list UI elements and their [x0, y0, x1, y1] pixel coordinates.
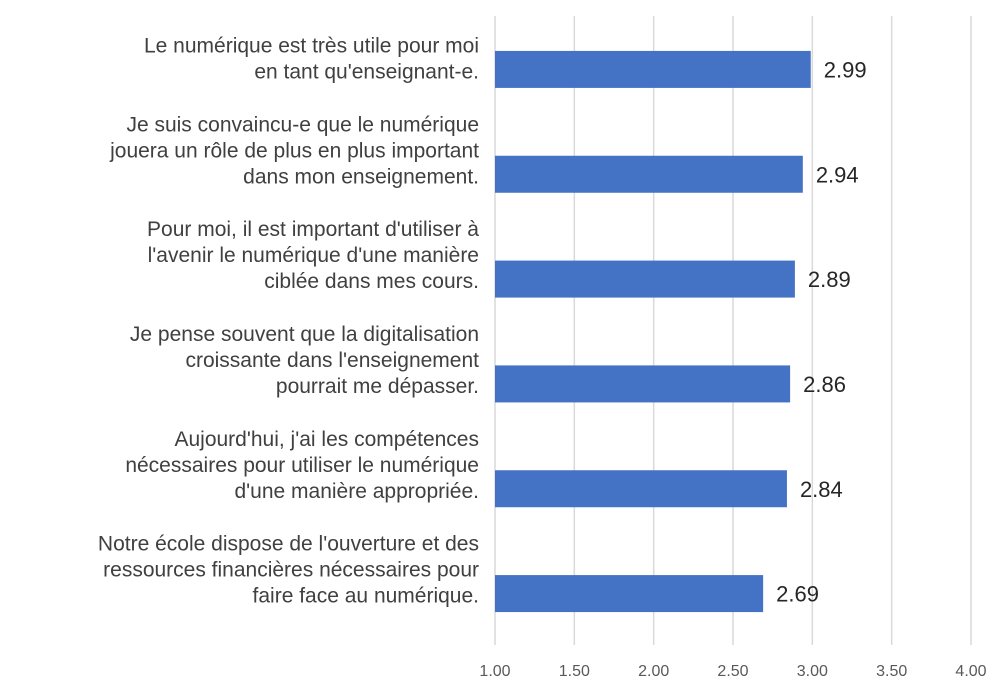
category-label-line: ciblée dans mes cours.	[264, 270, 479, 293]
category-label-line: Aujourd'hui, j'ai les compétences	[174, 428, 479, 451]
bars	[495, 50, 811, 613]
category-label: Aujourd'hui, j'ai les compétences nécessa…	[125, 428, 479, 503]
category-label-line: faire face au numérique.	[253, 585, 479, 608]
data-label: 2.89	[808, 267, 851, 292]
gridlines	[494, 16, 972, 645]
bar	[495, 50, 811, 88]
x-tick-label: 3.50	[876, 663, 907, 680]
category-label-line: croissante dans l'enseignement	[185, 349, 479, 372]
x-tick-label: 2.50	[717, 663, 748, 680]
category-labels: Le numérique est très utile pour moi en t…	[98, 34, 479, 607]
category-label-line: Notre école dispose de l'ouverture et de…	[98, 533, 479, 556]
x-tick-label: 1.00	[479, 663, 510, 680]
category-label: Notre école dispose de l'ouverture et de…	[98, 533, 479, 608]
data-label: 2.99	[824, 57, 867, 82]
category-label-line: nécessaires pour utiliser le numérique	[125, 454, 479, 477]
category-label-line: pourrait me dépasser.	[276, 375, 479, 398]
category-label: Je suis convaincu-e que le numérique joue…	[109, 113, 479, 188]
category-label-line: ressources financières nécessaires pour	[103, 559, 479, 582]
x-tick-label: 4.00	[955, 663, 986, 680]
x-tick-label: 1.50	[559, 663, 590, 680]
bar	[495, 260, 795, 298]
bar	[495, 365, 791, 403]
category-label-line: d'une manière appropriée.	[234, 480, 479, 503]
data-label: 2.86	[803, 372, 846, 397]
category-label: Le numérique est très utile pour moi en t…	[144, 34, 479, 83]
bar	[495, 155, 803, 193]
value-labels: 2.99 2.94 2.89 2.86 2.84 2.69	[776, 57, 866, 606]
x-tick-label: 2.00	[638, 663, 669, 680]
bar	[495, 575, 764, 613]
x-axis-tick-labels: 1.00 1.50 2.00 2.50 3.00 3.50 4.00	[479, 663, 986, 680]
data-label: 2.69	[776, 582, 819, 607]
data-label: 2.84	[800, 477, 843, 502]
category-label-line: Je suis convaincu-e que le numérique	[126, 113, 479, 136]
category-label-line: en tant qu'enseignant-e.	[254, 60, 479, 83]
category-label: Pour moi, il est important d'utiliser à l…	[147, 218, 479, 293]
category-label: Je pense souvent que la digitalisation cr…	[130, 323, 479, 398]
bar	[495, 470, 787, 508]
category-label-line: l'avenir le numérique d'une manière	[148, 244, 479, 267]
category-label-line: jouera un rôle de plus en plus important	[109, 139, 479, 162]
category-label-line: dans mon enseignement.	[243, 165, 479, 188]
category-label-line: Je pense souvent que la digitalisation	[130, 323, 479, 346]
x-tick-label: 3.00	[797, 663, 828, 680]
data-label: 2.94	[816, 162, 859, 187]
category-label-line: Le numérique est très utile pour moi	[144, 34, 479, 57]
category-label-line: Pour moi, il est important d'utiliser à	[147, 218, 479, 241]
